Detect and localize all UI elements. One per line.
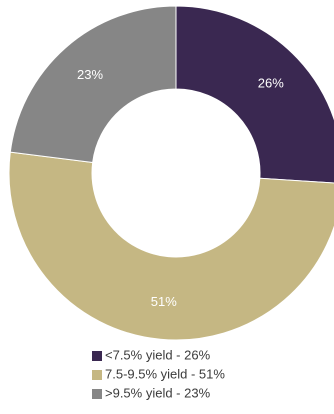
- legend-label-1: <7.5% yield - 26%: [105, 347, 211, 362]
- donut-slice-3: [9, 5, 177, 164]
- slice-label-1: 26%: [258, 75, 284, 90]
- legend-swatch-2: [92, 370, 102, 380]
- slices-group: [8, 5, 334, 341]
- donut-slice-2: [8, 151, 334, 341]
- legend-swatch-3: [92, 389, 102, 399]
- legend-label-2: 7.5-9.5% yield - 51%: [105, 366, 225, 381]
- slice-label-3: 23%: [77, 67, 103, 82]
- donut-slice-1: [175, 5, 334, 184]
- legend: <7.5% yield - 26% 7.5-9.5% yield - 51% >9.…: [92, 347, 225, 400]
- slice-labels-group: 26% 51% 23%: [77, 67, 284, 309]
- slice-label-2: 51%: [151, 294, 177, 309]
- legend-label-3: >9.5% yield - 23%: [105, 385, 211, 400]
- legend-swatch-1: [92, 351, 102, 361]
